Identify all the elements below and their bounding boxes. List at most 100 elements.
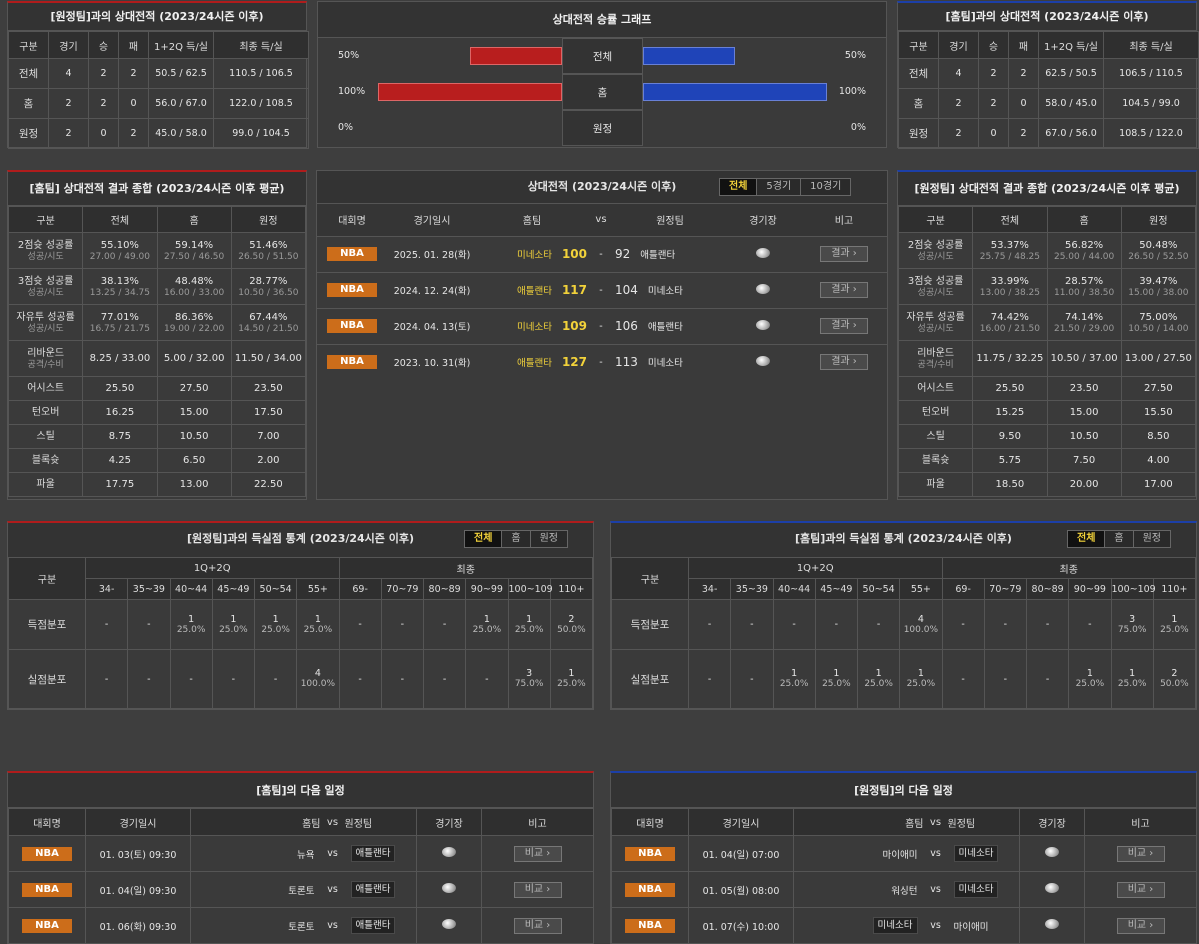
- league-badge[interactable]: NBA: [327, 319, 377, 333]
- table-row: NBA 2024. 04. 13(토) 미네소타 109-106 애틀랜타 결과 ›: [317, 307, 887, 344]
- league-badge[interactable]: NBA: [327, 355, 377, 370]
- home-team[interactable]: 워싱턴: [891, 885, 918, 897]
- col-header: 대회명: [317, 204, 387, 236]
- away-team[interactable]: 마이애미: [953, 921, 989, 933]
- cell-sub: 25.75 / 48.25: [979, 251, 1041, 262]
- row-label-main: 스틸: [926, 430, 945, 442]
- compare-button[interactable]: 비교 ›: [513, 917, 562, 934]
- compare-button[interactable]: 비교 ›: [1116, 881, 1165, 898]
- home-team[interactable]: 애틀랜타: [516, 358, 552, 370]
- result-button[interactable]: 결과 ›: [820, 246, 868, 262]
- home-team[interactable]: 애틀랜타: [516, 286, 552, 297]
- note-cell: 비교 ›: [481, 871, 594, 908]
- cell-count: -: [750, 619, 754, 630]
- table-header-row: 구분 경기 승 패 1+2Q 득/실 최종 득/실: [8, 31, 309, 59]
- tab-2[interactable]: 홈: [1105, 531, 1134, 547]
- home-team[interactable]: 뉴욕: [297, 849, 315, 861]
- away-team[interactable]: 미네소타: [647, 286, 683, 297]
- away-cell: 미네소타: [947, 871, 1020, 908]
- col-header: 100~109: [1110, 578, 1156, 600]
- table-header-row: 구분 경기 승 패 1+2Q 득/실 최종 득/실: [898, 31, 1199, 59]
- cell-count: 4: [917, 613, 924, 625]
- away-team[interactable]: 애틀랜타: [350, 917, 396, 934]
- basketball-icon[interactable]: [442, 883, 456, 893]
- home-team[interactable]: 미네소타: [516, 250, 552, 261]
- league-badge[interactable]: NBA: [22, 882, 72, 897]
- cell: 2: [48, 118, 89, 149]
- cell-main: 48.48%: [175, 275, 214, 287]
- result-button[interactable]: 결과 ›: [820, 354, 868, 371]
- basketball-icon[interactable]: [442, 847, 456, 857]
- away-team[interactable]: 애틀랜타: [350, 881, 396, 898]
- records-panel: 상대전적 (2023/24시즌 이후) 전체 5경기 10경기 대회명 경기일시 홈팀 v…: [316, 170, 888, 500]
- tab-3[interactable]: 10경기: [810, 181, 842, 192]
- cell-sub: 16.00 / 33.00: [163, 287, 225, 298]
- tab-1[interactable]: 전체: [465, 531, 503, 547]
- basketball-icon[interactable]: [442, 919, 456, 929]
- venue-cell: [725, 271, 801, 308]
- h2h-graph-panel: 상대전적 승률 그래프 50% 50% 전체 100% 100% 홈 0% 0% 원정: [317, 1, 887, 148]
- cell: -: [687, 599, 732, 650]
- cell-main: 17.00: [1144, 478, 1173, 490]
- away-team[interactable]: 미네소타: [953, 845, 999, 862]
- cell-pct: 25.0%: [176, 624, 206, 635]
- basketball-icon[interactable]: [756, 247, 770, 258]
- basketball-icon[interactable]: [756, 283, 770, 294]
- h2h-graph: 50% 50% 전체 100% 100% 홈 0% 0% 원정: [318, 38, 886, 148]
- league-badge[interactable]: NBA: [625, 882, 675, 897]
- tab-3[interactable]: 원정: [539, 533, 559, 544]
- tab-3[interactable]: 원정: [1142, 533, 1162, 544]
- result-label: 결과: [831, 248, 850, 259]
- tab-1[interactable]: 전체: [1068, 531, 1106, 547]
- cell: -: [983, 649, 1028, 709]
- league-badge[interactable]: NBA: [22, 918, 72, 933]
- basketball-icon[interactable]: [1045, 919, 1059, 929]
- cell: 48.48% 16.00 / 33.00: [156, 268, 232, 305]
- away-team[interactable]: 미네소타: [647, 358, 683, 370]
- date-cell: 01. 06(화) 09:30: [85, 907, 191, 944]
- compare-button[interactable]: 비교 ›: [1116, 845, 1165, 862]
- compare-button[interactable]: 비교 ›: [513, 881, 562, 898]
- league-badge[interactable]: NBA: [22, 846, 72, 861]
- basketball-icon[interactable]: [756, 319, 770, 330]
- group-label: 구분: [8, 557, 86, 600]
- basketball-icon[interactable]: [1045, 883, 1059, 893]
- compare-button[interactable]: 비교 ›: [513, 845, 562, 862]
- col-header: 패: [1008, 31, 1039, 59]
- away-team[interactable]: 애틀랜타: [647, 322, 683, 333]
- col-header: 100~109: [507, 578, 553, 600]
- tab-1[interactable]: 전체: [720, 179, 758, 195]
- table-row: 2점슛 성공률 성공/시도 53.37% 25.75 / 48.25 56.82% 25.…: [897, 232, 1197, 269]
- league-badge[interactable]: NBA: [327, 247, 377, 261]
- league-badge[interactable]: NBA: [625, 918, 675, 933]
- cell-pct: 25.0%: [219, 624, 248, 635]
- home-team[interactable]: 미네소타: [872, 917, 918, 934]
- col-header: 1+2Q 득/실: [148, 31, 214, 59]
- result-button[interactable]: 결과 ›: [820, 318, 868, 334]
- basketball-icon[interactable]: [756, 355, 770, 366]
- league-badge[interactable]: NBA: [625, 846, 675, 861]
- league-badge[interactable]: NBA: [327, 283, 377, 297]
- home-team[interactable]: 토론토: [288, 921, 315, 933]
- cell-main: 50.48%: [1139, 239, 1178, 251]
- venue-cell: [1019, 871, 1085, 908]
- col-header: 비고: [1084, 808, 1197, 836]
- away-team[interactable]: 미네소타: [953, 881, 999, 898]
- away-team[interactable]: 애틀랜타: [350, 845, 396, 862]
- result-button[interactable]: 결과 ›: [820, 282, 868, 298]
- cell: 108.5 / 122.0: [1103, 118, 1199, 149]
- home-team[interactable]: 토론토: [288, 885, 315, 897]
- cell: 1 25.0%: [1152, 599, 1197, 650]
- cell-count: 1: [833, 668, 840, 679]
- compare-button[interactable]: 비교 ›: [1116, 917, 1165, 934]
- basketball-icon[interactable]: [1045, 847, 1059, 857]
- h2h-away-title: [원정팀]과의 상대전적 (2023/24시즌 이후): [8, 3, 306, 31]
- tab-2[interactable]: 5경기: [757, 179, 802, 195]
- home-team[interactable]: 미네소타: [516, 322, 552, 333]
- home-team[interactable]: 마이애미: [882, 849, 918, 861]
- away-team[interactable]: 애틀랜타: [640, 250, 676, 261]
- tab-2[interactable]: 홈: [502, 531, 531, 547]
- cell-count: -: [147, 673, 151, 685]
- table-row: 실점분포 - - - - -4 100.0% - - - -3 75.0% 1 25.0%: [8, 649, 594, 709]
- cell: 50.48% 26.50 / 52.50: [1120, 232, 1197, 269]
